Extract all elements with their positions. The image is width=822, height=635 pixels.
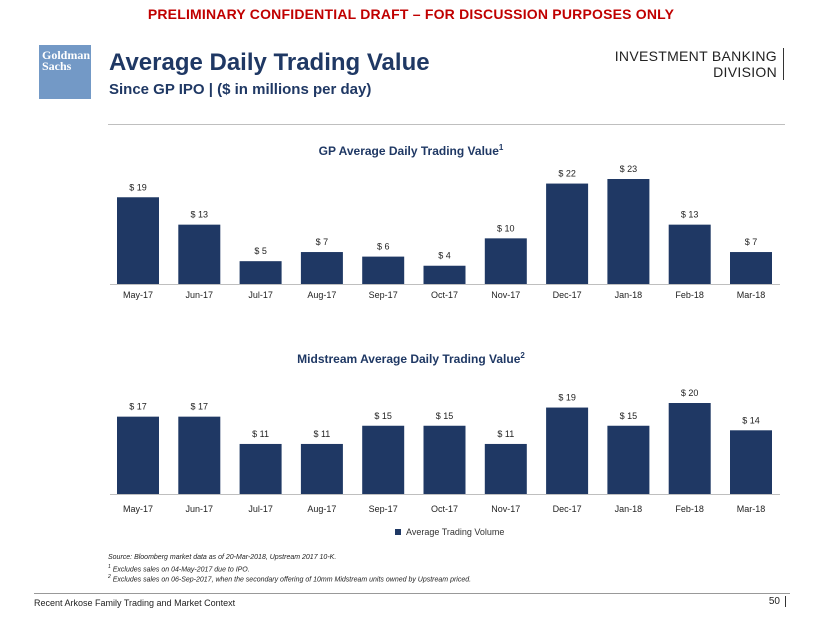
goldman-sachs-logo: Goldman Sachs [39,45,91,99]
gp-data-label: $ 5 [254,246,267,256]
footnote-2-mark: 2 [108,574,111,580]
gp-bar-nov-17 [484,238,527,284]
gp-bar-jun-17 [178,224,221,284]
gp-tick-label: Sep-17 [369,290,398,300]
source-note: Source: Bloomberg market data as of 20-M… [108,554,337,561]
midstream-data-label: $ 20 [681,388,699,398]
midstream-data-label: $ 15 [374,411,392,421]
gp-data-label: $ 4 [438,251,451,261]
midstream-tick-label: Jun-17 [186,504,214,514]
gp-tick-label: Dec-17 [553,290,582,300]
midstream-tick-label: Mar-18 [737,504,766,514]
gp-tick-label: Aug-17 [307,290,336,300]
gp-bar-jul-17 [239,261,282,284]
gp-bar-oct-17 [423,265,466,284]
gp-bar-jan-18 [607,179,650,284]
midstream-chart-title-footnote: 2 [520,351,525,360]
midstream-tick-label: Aug-17 [307,504,336,514]
midstream-bar-nov-17 [484,443,527,494]
gp-data-label: $ 13 [681,210,699,220]
confidential-banner: PRELIMINARY CONFIDENTIAL DRAFT – FOR DIS… [147,6,675,22]
gp-chart-title-footnote: 1 [498,143,504,152]
midstream-bar-mar-18 [730,430,772,494]
gp-data-label: $ 13 [191,210,209,220]
midstream-tick-label: Feb-18 [675,504,704,514]
footer-text: Recent Arkose Family Trading and Market … [34,598,236,608]
gp-data-label: $ 7 [316,237,329,247]
gp-tick-label: Jun-17 [186,290,214,300]
midstream-data-label: $ 11 [313,429,330,439]
gp-data-label: $ 23 [620,164,638,174]
gp-tick-label: Mar-18 [737,290,766,300]
midstream-bar-oct-17 [423,425,466,494]
header-divider [108,124,785,125]
gp-bar-sep-17 [362,256,405,284]
logo-line-2: Sachs [42,59,72,73]
gp-tick-label: Feb-18 [675,290,704,300]
midstream-legend: Average Trading Volume [395,527,504,537]
midstream-data-label: $ 17 [191,402,209,412]
midstream-data-label: $ 19 [558,393,576,403]
midstream-data-label: $ 15 [436,411,454,421]
gp-data-label: $ 10 [497,223,515,233]
gp-bar-feb-18 [668,224,711,284]
gp-tick-label: Nov-17 [491,290,520,300]
midstream-data-label: $ 11 [497,429,514,439]
footnote-1-mark: 1 [108,564,111,570]
gp-bar-aug-17 [300,252,343,284]
midstream-tick-label: Jul-17 [248,504,273,514]
gp-tick-label: May-17 [123,290,153,300]
gp-data-label: $ 6 [377,242,390,252]
midstream-tick-label: Dec-17 [553,504,582,514]
footnote-2: 2 Excludes sales on 06-Sep-2017, when th… [108,574,471,583]
gp-bar-may-17 [117,197,159,284]
gp-data-label: $ 7 [745,237,758,247]
page-subtitle: Since GP IPO | ($ in millions per day) [109,81,372,98]
midstream-bar-jan-18 [607,425,650,494]
legend-swatch [395,529,401,535]
midstream-bar-jun-17 [178,416,221,494]
footnote-1-text: Excludes sales on 04-May-2017 due to IPO… [110,566,250,574]
gp-tick-label: Jan-18 [615,290,643,300]
footnote-2-text: Excludes sales on 06-Sep-2017, when the … [110,576,472,584]
midstream-chart-title: Midstream Average Daily Trading Value2 [0,351,822,366]
division-line-2: DIVISION [713,64,777,80]
midstream-bar-jul-17 [239,443,282,494]
midstream-data-label: $ 14 [742,415,760,425]
gp-chart-title: GP Average Daily Trading Value1 [0,143,822,158]
division-label: INVESTMENT BANKING DIVISION [615,48,784,80]
midstream-bar-feb-18 [668,403,711,494]
midstream-tick-label: Jan-18 [615,504,643,514]
gp-tick-label: Jul-17 [248,290,273,300]
midstream-tick-label: May-17 [123,504,153,514]
midstream-data-label: $ 15 [620,411,638,421]
gp-bar-dec-17 [546,183,589,284]
gp-chart-title-text: GP Average Daily Trading Value [318,144,499,158]
page-number: 50 [769,596,786,607]
footnote-1: 1 Excludes sales on 04-May-2017 due to I… [108,564,250,573]
midstream-tick-label: Oct-17 [431,504,458,514]
midstream-bar-may-17 [117,416,159,494]
midstream-bar-aug-17 [300,443,343,494]
midstream-tick-label: Nov-17 [491,504,520,514]
midstream-bar-dec-17 [546,407,589,494]
gp-bar-mar-18 [730,252,772,284]
footer-divider [34,593,790,594]
midstream-data-label: $ 11 [252,429,269,439]
gp-tick-label: Oct-17 [431,290,458,300]
legend-label: Average Trading Volume [406,527,505,537]
midstream-tick-label: Sep-17 [369,504,398,514]
gp-data-label: $ 22 [558,169,576,179]
midstream-chart-title-text: Midstream Average Daily Trading Value [297,352,521,366]
division-line-1: INVESTMENT BANKING [614,48,777,64]
midstream-bar-sep-17 [362,425,405,494]
midstream-data-label: $ 17 [129,402,147,412]
gp-data-label: $ 19 [129,182,147,192]
page-title: Average Daily Trading Value [109,49,430,76]
logo-line-1: Goldman [42,48,91,62]
